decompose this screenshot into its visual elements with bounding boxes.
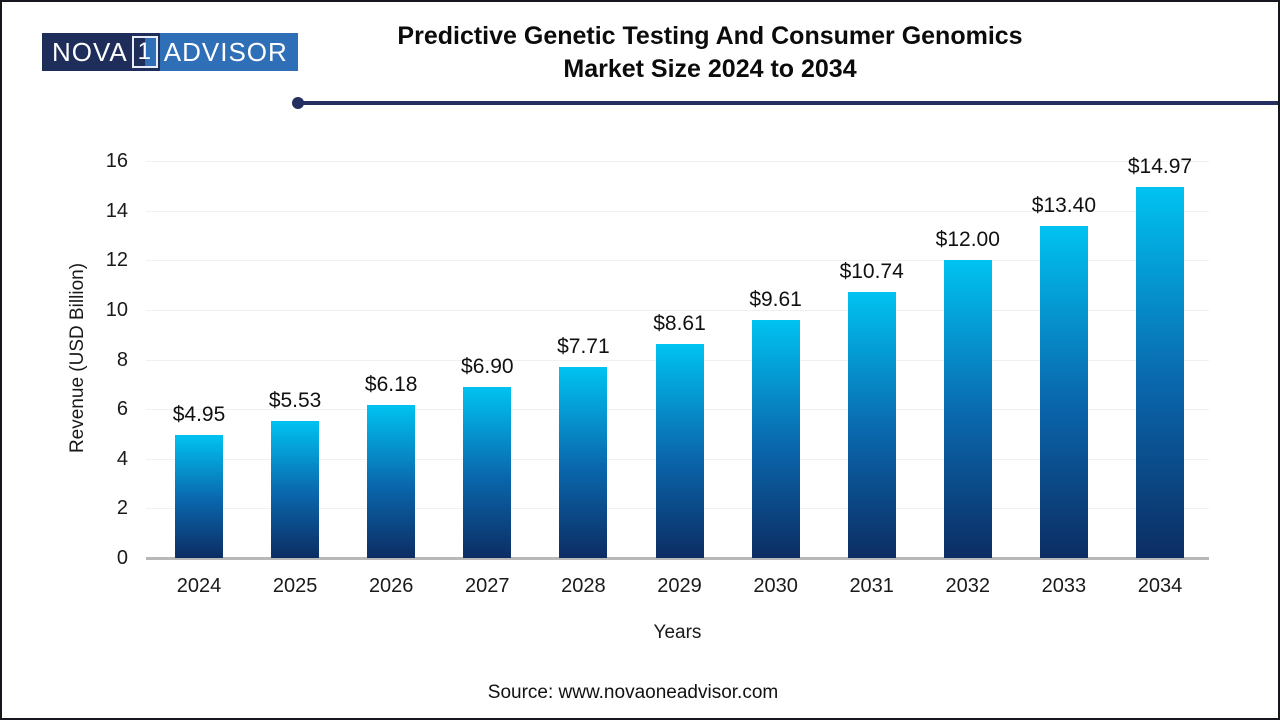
logo-text-nova: NOVA: [42, 33, 132, 71]
x-tick-label: 2031: [849, 575, 894, 597]
chart-title: Predictive Genetic Testing And Consumer …: [142, 20, 1278, 86]
bar-value-label: $5.53: [268, 389, 322, 412]
x-tick-label: 2032: [945, 575, 991, 597]
x-tick-label: 2027: [465, 575, 510, 597]
bar: [463, 387, 512, 558]
bar: [847, 292, 896, 558]
bar: [367, 405, 416, 558]
bar: [751, 320, 800, 558]
x-tick-label: 2024: [176, 575, 222, 597]
bar: [175, 435, 223, 558]
y-tick-label: 16: [105, 150, 128, 172]
bar-value-label: $13.40: [1031, 194, 1096, 217]
logo-text-one: 1: [131, 36, 158, 68]
y-tick-label: 14: [105, 199, 128, 222]
logo-text-advisor: ADVISOR: [159, 33, 298, 71]
logo-one-box-wrap: 1: [131, 33, 160, 71]
bar-value-label: $14.97: [1127, 155, 1193, 178]
title-underline: [298, 101, 1278, 105]
bar: [559, 367, 608, 558]
bar-value-label: $8.61: [653, 312, 706, 335]
chart-title-line2: Market Size 2024 to 2034: [563, 55, 857, 83]
x-tick-label: 2025: [272, 575, 318, 597]
y-tick-label: 12: [105, 249, 128, 272]
y-tick-label: 10: [105, 298, 128, 321]
bar-value-label: $6.90: [461, 355, 514, 378]
y-tick-label: 0: [116, 547, 128, 569]
bar-value-label: $4.95: [172, 403, 226, 426]
source-text: Source: www.novaoneadvisor.com: [487, 682, 779, 703]
bar: [1039, 226, 1088, 558]
nova-advisor-logo: NOVA 1 ADVISOR: [42, 33, 298, 71]
chart-title-line1: Predictive Genetic Testing And Consumer …: [397, 22, 1023, 50]
y-tick-label: 8: [116, 348, 128, 371]
bar-value-label: $10.74: [839, 260, 904, 283]
gridline: [146, 161, 1209, 162]
y-tick-label: 4: [116, 447, 128, 470]
bar: [1136, 187, 1184, 558]
x-tick-label: 2033: [1041, 575, 1087, 597]
x-tick-label: 2026: [368, 575, 414, 597]
x-axis-title: Years: [653, 622, 702, 643]
x-tick-label: 2028: [561, 575, 606, 597]
gridline: [146, 260, 1209, 262]
bar-value-label: $9.61: [749, 288, 802, 311]
y-tick-label: 2: [116, 497, 128, 520]
title-underline-dot: [292, 97, 304, 109]
bar: [655, 344, 704, 558]
bar: [271, 421, 320, 558]
x-axis-baseline: [146, 557, 1209, 560]
gridline: [146, 309, 1209, 311]
bar-value-label: $7.71: [557, 335, 610, 358]
bar: [943, 260, 992, 558]
bar-value-label: $6.18: [364, 373, 418, 396]
x-tick-label: 2029: [657, 575, 702, 597]
gridline: [146, 210, 1209, 212]
bar-value-label: $12.00: [935, 228, 1000, 251]
x-tick-label: 2034: [1137, 575, 1183, 597]
y-tick-label: 6: [116, 398, 128, 421]
x-tick-label: 2030: [753, 575, 798, 597]
